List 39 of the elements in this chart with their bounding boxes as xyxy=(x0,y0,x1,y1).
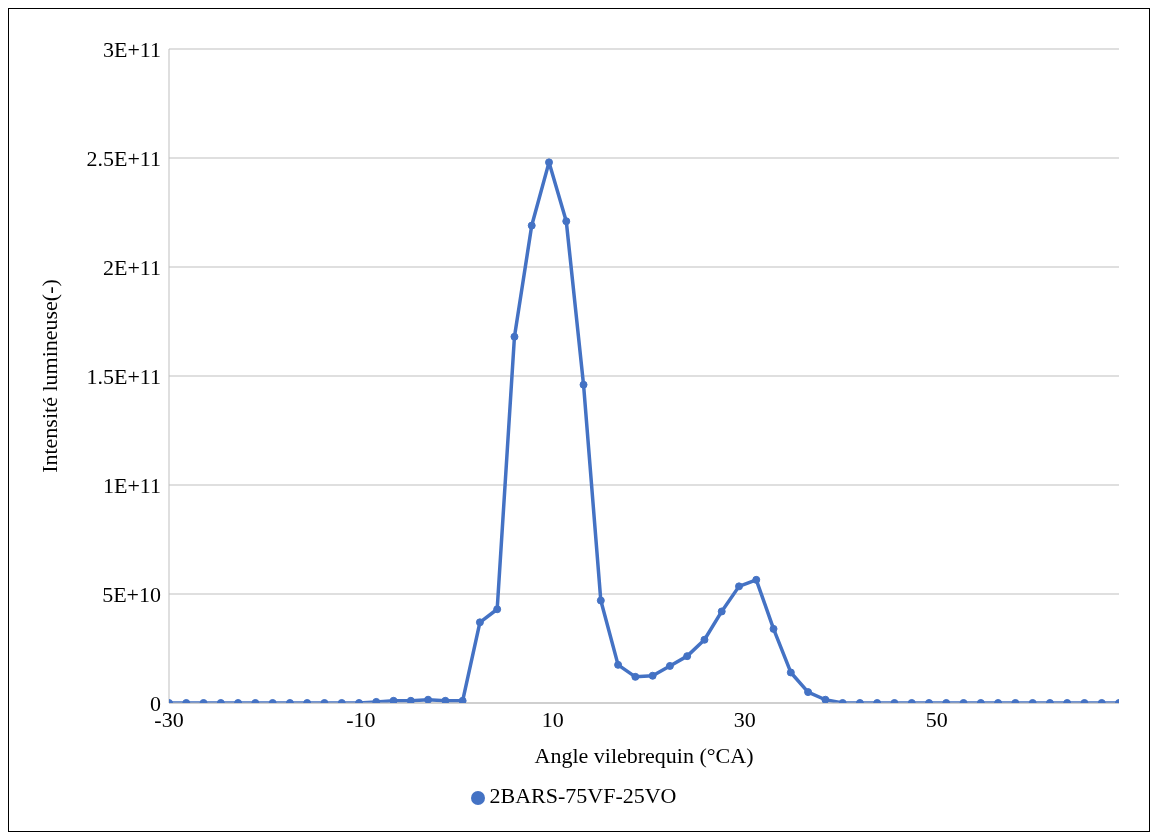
point xyxy=(493,605,502,614)
point xyxy=(475,618,484,627)
point xyxy=(804,688,813,697)
point xyxy=(424,695,433,703)
point xyxy=(389,696,398,703)
point xyxy=(510,332,519,341)
legend-label: 2BARS-75VF-25VO xyxy=(489,783,677,808)
point xyxy=(458,696,467,703)
point xyxy=(562,217,571,226)
point xyxy=(579,380,588,389)
y-tick-label: 2.5E+11 xyxy=(86,145,161,171)
point xyxy=(752,575,761,584)
point xyxy=(545,158,553,167)
point xyxy=(406,696,415,703)
point xyxy=(596,596,605,605)
x-tick-label: 50 xyxy=(925,706,948,732)
x-tick-label: 10 xyxy=(541,706,564,732)
point xyxy=(665,661,674,670)
point xyxy=(527,221,536,230)
point xyxy=(786,668,795,677)
point xyxy=(769,624,778,633)
point xyxy=(821,695,830,703)
y-tick-label: 1E+11 xyxy=(102,472,161,498)
point xyxy=(631,672,640,681)
x-tick-label: 30 xyxy=(733,706,756,732)
point xyxy=(717,607,726,616)
point xyxy=(700,635,709,644)
point xyxy=(614,660,623,669)
x-tick-label: -10 xyxy=(346,706,376,732)
y-tick-label: 5E+10 xyxy=(102,581,161,607)
y-axis-title: Intensité lumineuse(-) xyxy=(36,279,62,473)
y-tick-label: 2E+11 xyxy=(102,254,161,280)
point xyxy=(683,652,692,661)
y-tick-label: 1.5E+11 xyxy=(86,363,161,389)
point xyxy=(441,696,450,703)
point xyxy=(648,671,657,680)
y-tick-label: 3E+11 xyxy=(102,36,161,62)
point xyxy=(735,582,743,591)
x-axis-title: Angle vilebrequin (°CA) xyxy=(534,743,754,768)
